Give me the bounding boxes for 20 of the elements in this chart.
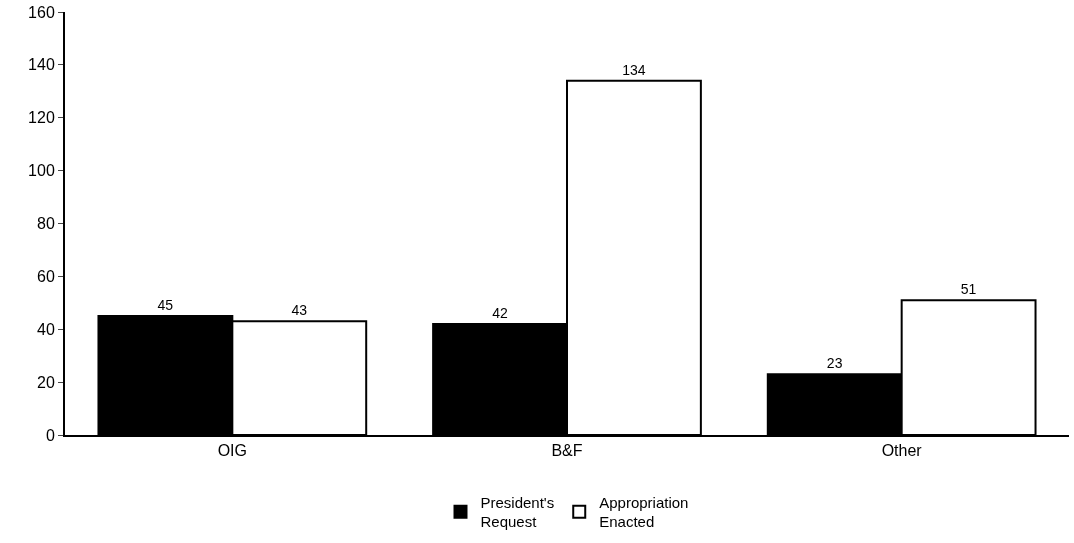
x-tick-label: B&F bbox=[551, 442, 583, 460]
legend-label: President's Request bbox=[480, 493, 555, 531]
y-tick-label: 160 bbox=[28, 3, 55, 21]
y-tick-label: 0 bbox=[45, 426, 55, 444]
data-label: 51 bbox=[960, 281, 977, 298]
y-tick-label: 120 bbox=[28, 109, 55, 127]
x-tick-label: OIG bbox=[217, 442, 247, 460]
x-tick-label: Other bbox=[881, 442, 923, 460]
legend-label: Appropriation Enacted bbox=[599, 493, 689, 531]
y-tick-label: 40 bbox=[37, 320, 55, 338]
y-tick-label: 80 bbox=[37, 215, 55, 233]
y-tick-label: 60 bbox=[37, 267, 55, 285]
data-label: 23 bbox=[826, 355, 843, 372]
y-tick-label: 20 bbox=[37, 373, 55, 391]
y-tick-label: 100 bbox=[28, 162, 55, 180]
data-label: 42 bbox=[492, 304, 508, 321]
y-tick-label: 140 bbox=[28, 56, 55, 74]
data-label: 134 bbox=[622, 61, 646, 78]
data-label: 45 bbox=[157, 297, 174, 314]
data-label: 43 bbox=[291, 302, 308, 319]
